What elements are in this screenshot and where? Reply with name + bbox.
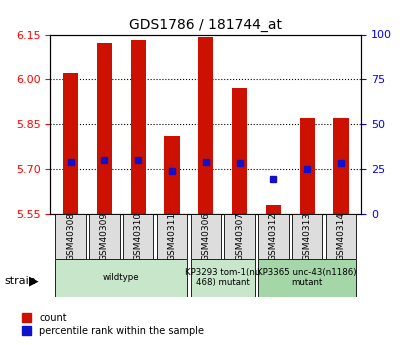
Text: KP3365 unc-43(n1186)
mutant: KP3365 unc-43(n1186) mutant (257, 268, 357, 287)
Bar (266, 205, 281, 214)
Title: GDS1786 / 181744_at: GDS1786 / 181744_at (129, 18, 282, 32)
Bar (97, 43, 112, 214)
Text: GSM40308: GSM40308 (66, 212, 75, 261)
Bar (198, 38, 213, 214)
Text: GSM40306: GSM40306 (201, 212, 210, 261)
Bar (131, 40, 146, 214)
Text: GSM40313: GSM40313 (303, 212, 312, 261)
Text: wildtype: wildtype (103, 273, 140, 282)
Bar (299, 118, 315, 214)
FancyBboxPatch shape (157, 214, 187, 259)
FancyBboxPatch shape (292, 214, 323, 259)
FancyBboxPatch shape (191, 214, 221, 259)
Bar (164, 136, 180, 214)
FancyBboxPatch shape (55, 214, 86, 259)
Text: ▶: ▶ (29, 275, 38, 288)
FancyBboxPatch shape (326, 214, 356, 259)
Bar (232, 88, 247, 214)
FancyBboxPatch shape (89, 214, 120, 259)
Text: GSM40310: GSM40310 (134, 212, 143, 261)
FancyBboxPatch shape (55, 259, 187, 297)
Text: GSM40307: GSM40307 (235, 212, 244, 261)
Bar (333, 118, 349, 214)
Text: GSM40314: GSM40314 (336, 212, 345, 261)
Text: strain: strain (4, 276, 36, 286)
FancyBboxPatch shape (191, 259, 255, 297)
FancyBboxPatch shape (224, 214, 255, 259)
Legend: count, percentile rank within the sample: count, percentile rank within the sample (22, 313, 204, 336)
Text: GSM40312: GSM40312 (269, 212, 278, 261)
FancyBboxPatch shape (258, 259, 356, 297)
FancyBboxPatch shape (123, 214, 153, 259)
FancyBboxPatch shape (258, 214, 289, 259)
Text: KP3293 tom-1(nu
468) mutant: KP3293 tom-1(nu 468) mutant (185, 268, 260, 287)
Text: GSM40311: GSM40311 (168, 212, 176, 261)
Bar (63, 73, 78, 214)
Text: GSM40309: GSM40309 (100, 212, 109, 261)
